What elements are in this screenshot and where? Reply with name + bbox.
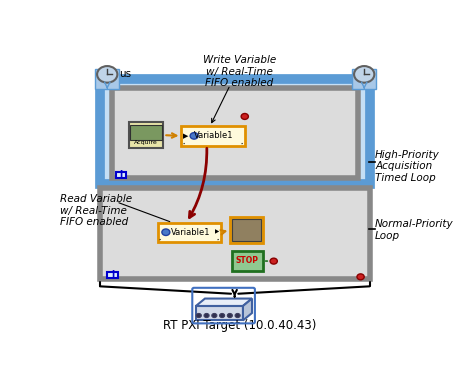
Text: High-Priority
Acquisition
Timed Loop: High-Priority Acquisition Timed Loop xyxy=(375,150,440,183)
Text: Acquire: Acquire xyxy=(134,140,158,145)
Polygon shape xyxy=(243,298,252,320)
Bar xyxy=(100,189,370,279)
Text: i: i xyxy=(119,170,122,179)
Bar xyxy=(232,251,263,271)
Bar xyxy=(232,219,261,241)
Circle shape xyxy=(357,274,364,280)
Text: Variable1: Variable1 xyxy=(194,131,234,141)
Circle shape xyxy=(97,66,117,83)
Circle shape xyxy=(212,313,217,318)
Text: Normal-Priority
Loop: Normal-Priority Loop xyxy=(375,219,453,241)
Polygon shape xyxy=(196,306,243,320)
Polygon shape xyxy=(196,298,252,306)
Text: i: i xyxy=(111,270,114,279)
Circle shape xyxy=(227,313,233,318)
Bar xyxy=(158,223,221,242)
Text: Variable1: Variable1 xyxy=(171,228,210,237)
Text: RT PXI Target (10.0.40.43): RT PXI Target (10.0.40.43) xyxy=(163,319,316,332)
Text: ,,: ,, xyxy=(240,139,244,144)
Text: ,,: ,, xyxy=(159,236,163,241)
Bar xyxy=(352,69,376,89)
Bar xyxy=(230,217,263,243)
Text: ,,: ,, xyxy=(217,236,220,241)
Bar xyxy=(182,126,245,146)
Circle shape xyxy=(235,313,240,318)
Circle shape xyxy=(190,132,198,139)
Bar xyxy=(100,79,370,184)
Text: Write Variable
w/ Real-Time
FIFO enabled: Write Variable w/ Real-Time FIFO enabled xyxy=(203,55,276,88)
Bar xyxy=(129,122,163,149)
Bar xyxy=(130,125,162,140)
Circle shape xyxy=(354,66,375,83)
Text: Read Variable
w/ Real-Time
FIFO enabled: Read Variable w/ Real-Time FIFO enabled xyxy=(60,194,132,227)
Text: us: us xyxy=(119,69,131,79)
Text: STOP: STOP xyxy=(236,256,259,266)
Circle shape xyxy=(270,258,277,264)
Circle shape xyxy=(162,229,170,236)
Text: ▶: ▶ xyxy=(215,230,219,235)
Bar xyxy=(115,172,126,177)
Circle shape xyxy=(219,313,225,318)
Bar xyxy=(107,271,118,278)
Circle shape xyxy=(204,313,209,318)
Bar xyxy=(112,88,358,178)
Circle shape xyxy=(241,114,248,119)
Circle shape xyxy=(196,313,201,318)
Bar xyxy=(95,69,119,89)
Text: ▶: ▶ xyxy=(183,133,189,139)
Text: ,,: ,, xyxy=(183,139,186,144)
